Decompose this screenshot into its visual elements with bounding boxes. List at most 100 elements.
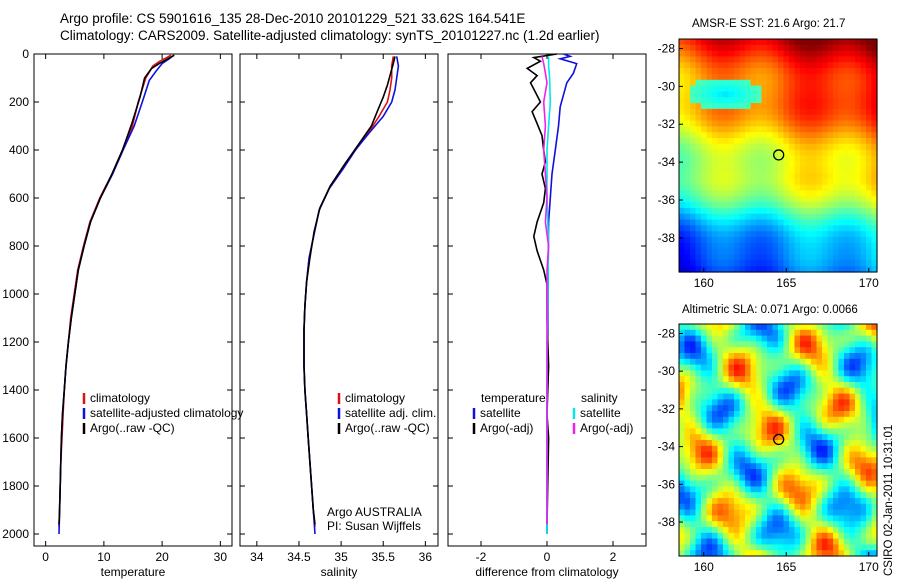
map-cell (805, 480, 812, 487)
map-cell (860, 503, 867, 511)
map-cell (822, 422, 829, 429)
map-cell (723, 237, 730, 244)
map-cell (695, 503, 702, 511)
map-cell (717, 341, 724, 348)
map-cell (734, 213, 741, 221)
map-cell (712, 428, 719, 435)
map-cell (855, 364, 862, 371)
map-cell (822, 521, 829, 528)
map-cell (778, 532, 785, 540)
map-cell (695, 329, 702, 337)
map-cell (712, 492, 719, 499)
map-cell (684, 62, 691, 69)
map-cell (712, 56, 719, 63)
map-cell (855, 114, 862, 122)
map-cell (866, 387, 873, 395)
map-cell (701, 231, 708, 238)
map-cell (783, 382, 790, 389)
map-cell (695, 532, 702, 540)
map-cell (701, 202, 708, 209)
map-cell (684, 492, 691, 499)
map-cell (855, 503, 862, 511)
temperature-series-argo-raw-qc- (58, 54, 175, 525)
map-cell (695, 50, 702, 58)
map-cell (816, 445, 823, 453)
map-cell (739, 237, 746, 244)
map-cell (794, 50, 801, 58)
map-cell (794, 97, 801, 104)
map-cell (684, 544, 691, 551)
map-cell (811, 161, 818, 168)
map-cell (849, 393, 856, 400)
map-cell (805, 62, 812, 69)
map-cell (767, 411, 774, 418)
map-cell (789, 509, 796, 516)
map-cell (811, 103, 818, 110)
map-cell (761, 97, 768, 104)
map-cell (701, 532, 708, 540)
map-cell (723, 219, 730, 226)
depth-tick-label: 600 (9, 191, 29, 205)
map-cell (761, 544, 768, 551)
map-cell (844, 172, 851, 180)
map-cell (772, 347, 779, 354)
map-cell (805, 231, 812, 238)
map-cell (739, 422, 746, 429)
map-cell (844, 422, 851, 429)
map-cell (772, 445, 779, 453)
map-cell (761, 62, 768, 69)
map-cell (844, 219, 851, 226)
map-cell (860, 382, 867, 389)
map-cell (811, 143, 818, 151)
map-cell (822, 44, 829, 52)
map-cell (778, 324, 785, 331)
map-cell (750, 428, 757, 435)
map-cell (684, 416, 691, 424)
map-cell (767, 434, 774, 441)
map-cell (684, 231, 691, 238)
map-cell (855, 353, 862, 360)
map-cell (789, 254, 796, 261)
map-cell (811, 463, 818, 470)
map-cell (745, 440, 752, 447)
map-cell (800, 50, 807, 58)
map-cell (728, 521, 735, 528)
map-cell (783, 411, 790, 418)
map-cell (767, 149, 774, 157)
map-cell (794, 172, 801, 180)
map-cell (827, 440, 834, 447)
map-cell (767, 167, 774, 174)
map-cell (767, 463, 774, 470)
map-cell (745, 474, 752, 482)
map-cell (778, 451, 785, 458)
map-cell (684, 225, 691, 232)
map-cell (844, 202, 851, 209)
map-cell (833, 370, 840, 377)
map-cell (767, 393, 774, 400)
map-cell (690, 126, 697, 133)
map-cell (855, 515, 862, 522)
map-cell (871, 237, 878, 244)
map-cell (838, 56, 845, 63)
map-cell (855, 387, 862, 395)
map-cell (849, 324, 856, 331)
map-cell (811, 237, 818, 244)
map-cell (761, 538, 768, 545)
map-cell (706, 521, 713, 528)
map-cell (794, 358, 801, 366)
map-cell (805, 416, 812, 424)
map-cell (833, 422, 840, 429)
map-cell (772, 411, 779, 418)
map-cell (844, 347, 851, 354)
map-cell (827, 266, 834, 273)
map-cell (800, 44, 807, 52)
map-cell (761, 266, 768, 273)
map-cell (772, 143, 779, 151)
map-cell (745, 126, 752, 133)
map-cell (838, 97, 845, 104)
map-cell (855, 108, 862, 116)
map-cell (772, 44, 779, 52)
map-cell (816, 143, 823, 151)
map-cell (783, 492, 790, 499)
map-cell (745, 416, 752, 424)
